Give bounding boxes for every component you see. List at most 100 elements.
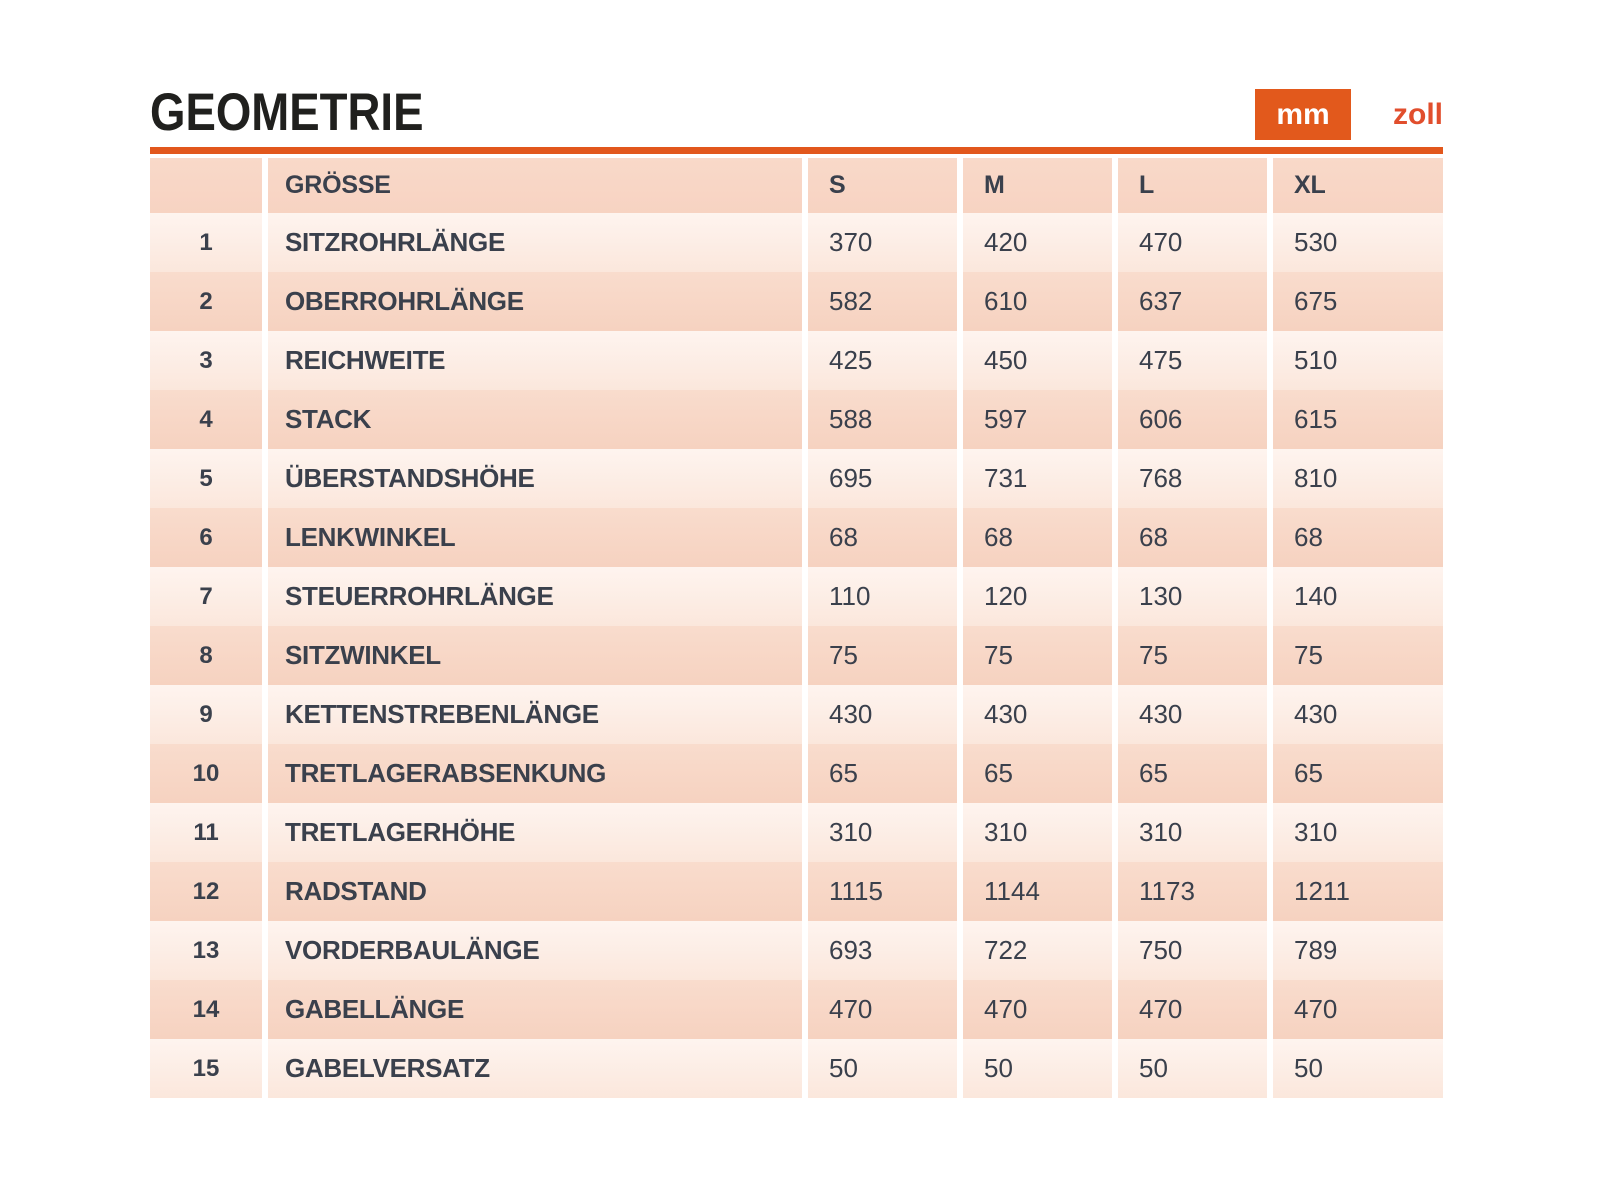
value-cell-m: 50 [963,1039,1112,1098]
value-cell-m: 420 [963,213,1112,272]
row-label-cell: GABELVERSATZ [268,1039,802,1098]
value-cell-xl: 1211 [1273,862,1443,921]
value-cell-l: 470 [1118,213,1267,272]
table-row: 10 TRETLAGERABSENKUNG 65 65 65 65 [150,744,1443,803]
unit-toggle: mm zoll [1255,89,1443,140]
value-cell-m: 722 [963,921,1112,980]
unit-toggle-zoll-button[interactable]: zoll [1393,98,1443,131]
value-cell-s: 470 [808,980,957,1039]
row-number-cell: 11 [150,803,262,862]
header-col-xl: XL [1273,158,1443,213]
unit-toggle-mm-button[interactable]: mm [1255,89,1351,140]
value-cell-m: 65 [963,744,1112,803]
page-title: GEOMETRIE [150,83,424,142]
value-cell-xl: 675 [1273,272,1443,331]
section-topbar: GEOMETRIE mm zoll [150,86,1443,140]
row-number-cell: 14 [150,980,262,1039]
row-label-cell: TRETLAGERHÖHE [268,803,802,862]
row-label-cell: ÜBERSTANDSHÖHE [268,449,802,508]
row-label-cell: STEUERROHRLÄNGE [268,567,802,626]
table-row: 11 TRETLAGERHÖHE 310 310 310 310 [150,803,1443,862]
table-row: 2 OBERROHRLÄNGE 582 610 637 675 [150,272,1443,331]
value-cell-l: 75 [1118,626,1267,685]
value-cell-s: 110 [808,567,957,626]
value-cell-s: 588 [808,390,957,449]
value-cell-l: 310 [1118,803,1267,862]
value-cell-l: 430 [1118,685,1267,744]
value-cell-s: 1115 [808,862,957,921]
table-row: 6 LENKWINKEL 68 68 68 68 [150,508,1443,567]
row-number-cell: 15 [150,1039,262,1098]
header-empty-cell [150,158,262,213]
row-label-cell: LENKWINKEL [268,508,802,567]
table-row: 4 STACK 588 597 606 615 [150,390,1443,449]
value-cell-s: 370 [808,213,957,272]
value-cell-xl: 530 [1273,213,1443,272]
table-header-row: GRÖSSE S M L XL [150,158,1443,213]
row-number-cell: 1 [150,213,262,272]
value-cell-s: 695 [808,449,957,508]
row-number-cell: 6 [150,508,262,567]
value-cell-l: 68 [1118,508,1267,567]
value-cell-l: 768 [1118,449,1267,508]
row-label-cell: KETTENSTREBENLÄNGE [268,685,802,744]
value-cell-xl: 310 [1273,803,1443,862]
row-label-cell: TRETLAGERABSENKUNG [268,744,802,803]
value-cell-s: 68 [808,508,957,567]
row-label-cell: SITZWINKEL [268,626,802,685]
value-cell-m: 68 [963,508,1112,567]
row-label-cell: SITZROHRLÄNGE [268,213,802,272]
row-number-cell: 8 [150,626,262,685]
value-cell-xl: 470 [1273,980,1443,1039]
header-col-s: S [808,158,957,213]
value-cell-m: 610 [963,272,1112,331]
row-number-cell: 2 [150,272,262,331]
value-cell-m: 120 [963,567,1112,626]
table-row: 12 RADSTAND 1115 1144 1173 1211 [150,862,1443,921]
value-cell-m: 731 [963,449,1112,508]
header-size-label: GRÖSSE [268,158,802,213]
table-body: 1 SITZROHRLÄNGE 370 420 470 530 2 OBERROHRLÄNGE… [150,213,1443,1098]
value-cell-m: 450 [963,331,1112,390]
row-number-cell: 10 [150,744,262,803]
value-cell-xl: 65 [1273,744,1443,803]
value-cell-xl: 615 [1273,390,1443,449]
orange-underline-divider [150,147,1443,154]
value-cell-xl: 430 [1273,685,1443,744]
row-label-cell: RADSTAND [268,862,802,921]
value-cell-s: 310 [808,803,957,862]
geometry-table: GRÖSSE S M L XL 1 SITZROHRLÄNGE 370 420 470 5… [150,158,1443,1098]
row-label-cell: OBERROHRLÄNGE [268,272,802,331]
row-number-cell: 12 [150,862,262,921]
value-cell-m: 470 [963,980,1112,1039]
table-row: 3 REICHWEITE 425 450 475 510 [150,331,1443,390]
table-row: 15 GABELVERSATZ 50 50 50 50 [150,1039,1443,1098]
value-cell-xl: 140 [1273,567,1443,626]
value-cell-xl: 810 [1273,449,1443,508]
row-number-cell: 7 [150,567,262,626]
row-number-cell: 4 [150,390,262,449]
table-row: 13 VORDERBAULÄNGE 693 722 750 789 [150,921,1443,980]
header-col-l: L [1118,158,1267,213]
row-number-cell: 3 [150,331,262,390]
value-cell-l: 475 [1118,331,1267,390]
table-row: 14 GABELLÄNGE 470 470 470 470 [150,980,1443,1039]
value-cell-m: 597 [963,390,1112,449]
value-cell-l: 1173 [1118,862,1267,921]
row-label-cell: GABELLÄNGE [268,980,802,1039]
value-cell-s: 430 [808,685,957,744]
value-cell-m: 75 [963,626,1112,685]
value-cell-l: 750 [1118,921,1267,980]
table-row: 5 ÜBERSTANDSHÖHE 695 731 768 810 [150,449,1443,508]
row-number-cell: 5 [150,449,262,508]
value-cell-l: 65 [1118,744,1267,803]
value-cell-l: 470 [1118,980,1267,1039]
table-row: 7 STEUERROHRLÄNGE 110 120 130 140 [150,567,1443,626]
row-number-cell: 13 [150,921,262,980]
value-cell-s: 50 [808,1039,957,1098]
table-row: 9 KETTENSTREBENLÄNGE 430 430 430 430 [150,685,1443,744]
table-row: 8 SITZWINKEL 75 75 75 75 [150,626,1443,685]
value-cell-s: 693 [808,921,957,980]
value-cell-l: 130 [1118,567,1267,626]
table-row: 1 SITZROHRLÄNGE 370 420 470 530 [150,213,1443,272]
